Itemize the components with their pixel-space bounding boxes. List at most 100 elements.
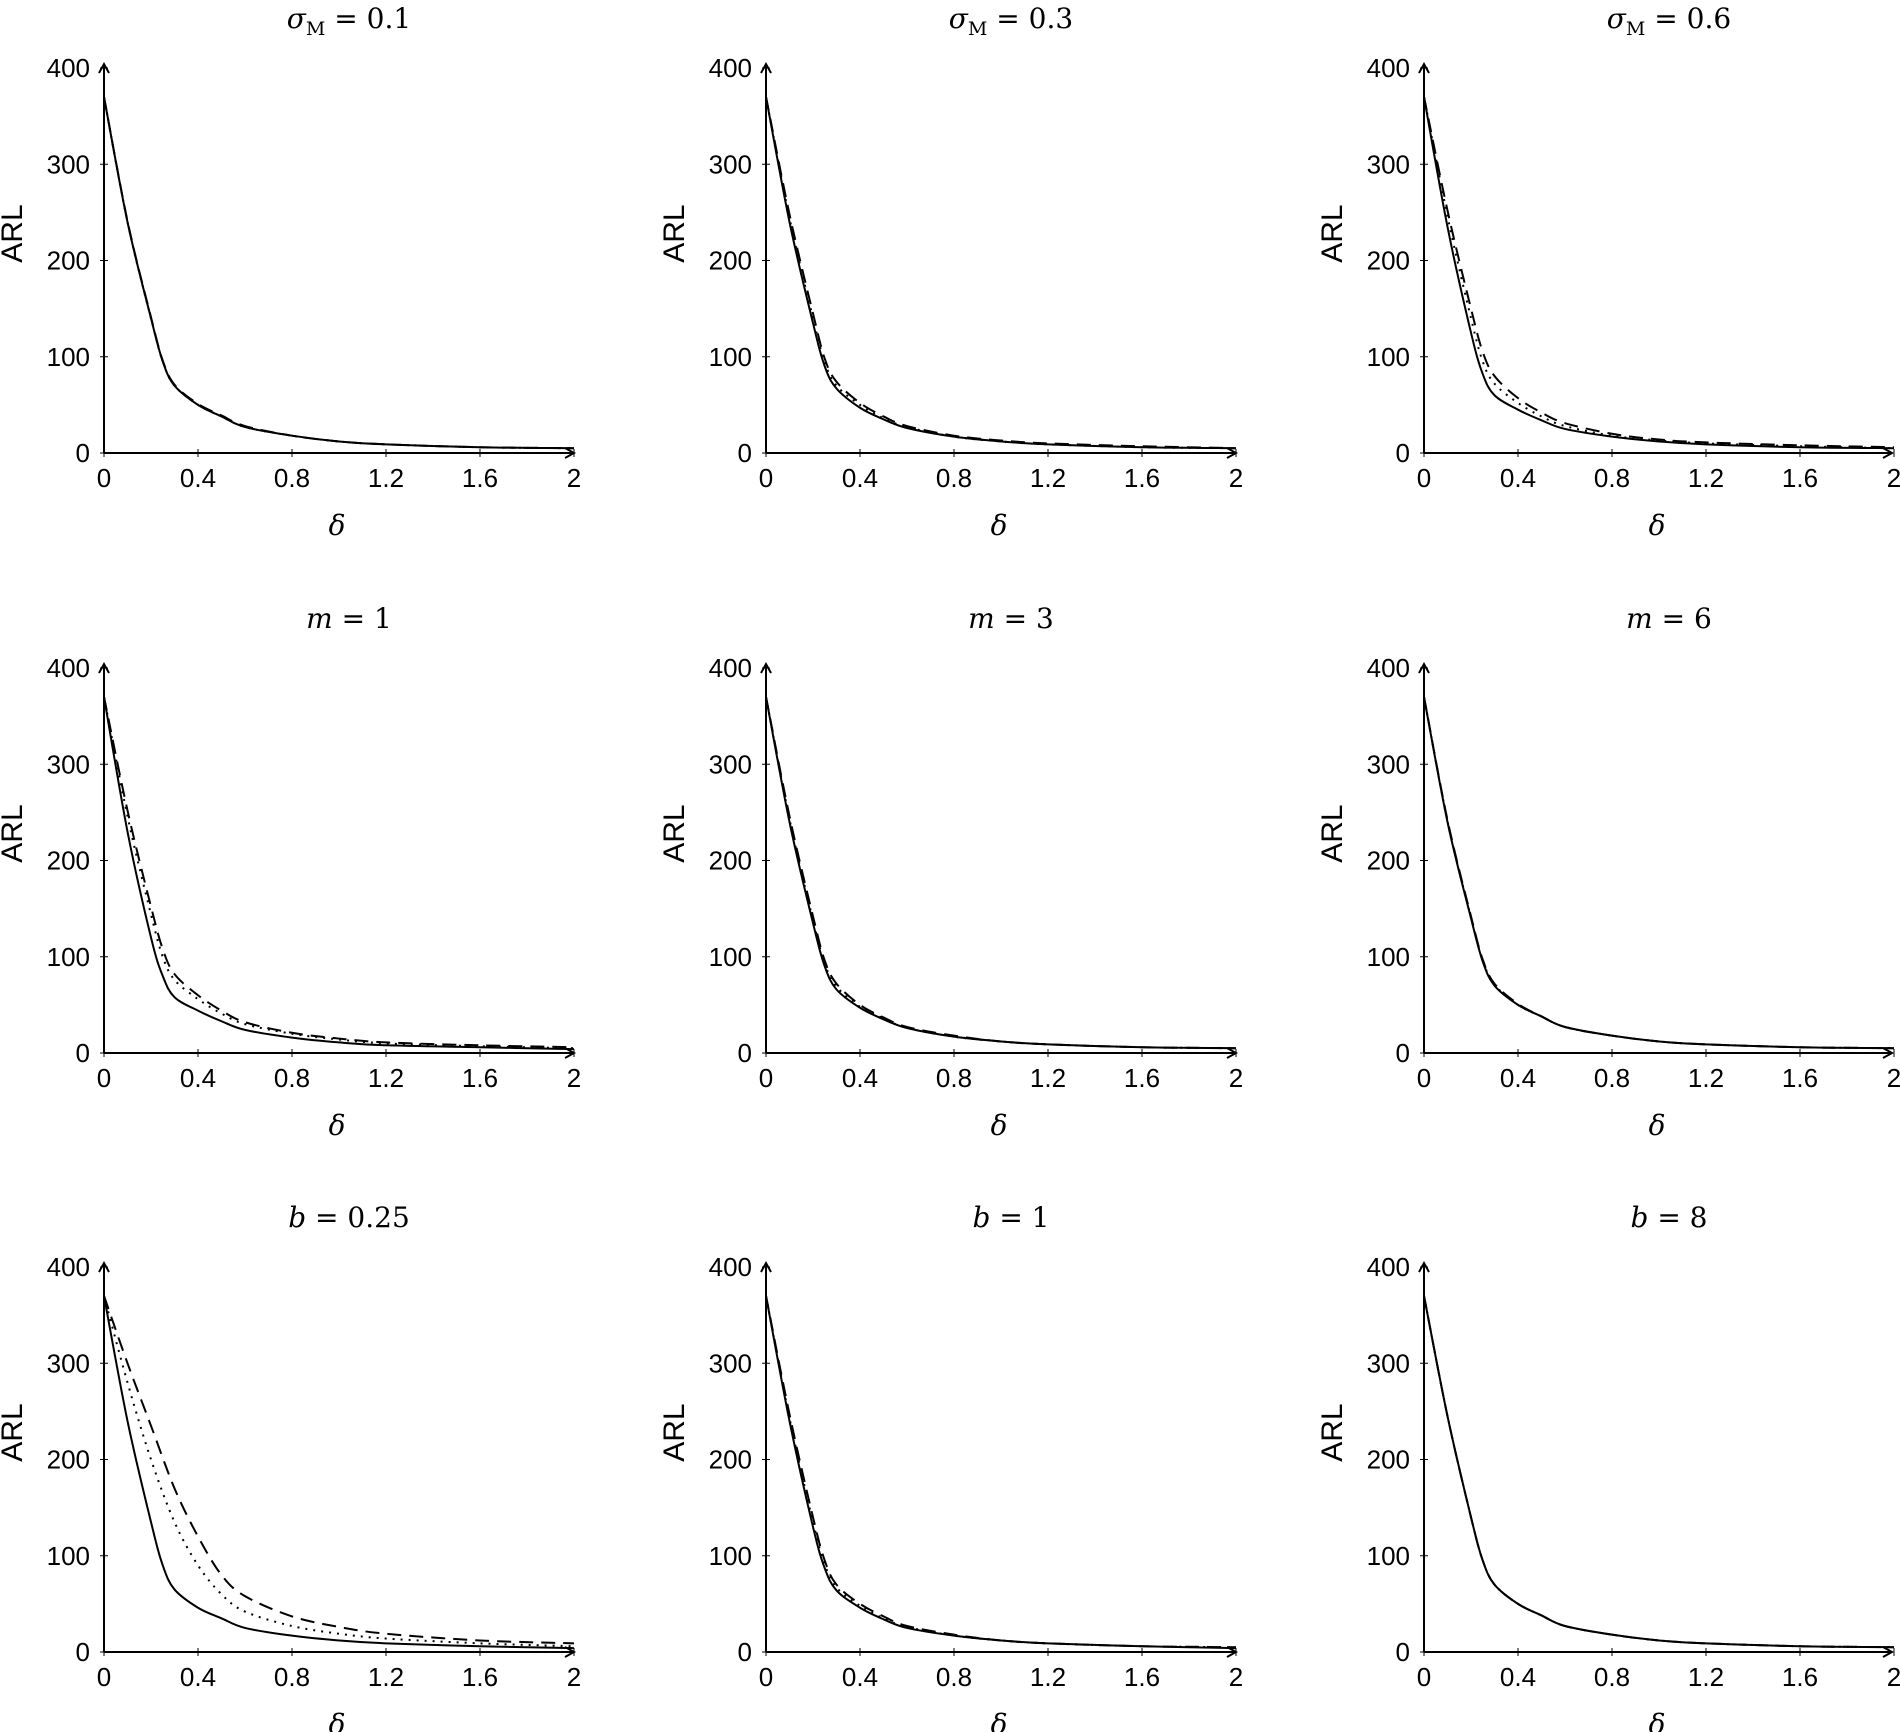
series-line-dotted: [765, 96, 1237, 450]
x-tick-label: 2: [567, 1662, 581, 1692]
y-tick-label: 400: [47, 653, 90, 683]
y-tick-label: 100: [1367, 942, 1410, 972]
y-tick-label: 400: [709, 53, 752, 83]
x-tick-label: 1.2: [368, 1662, 404, 1692]
x-tick-label: 2: [1887, 463, 1900, 493]
series-line-solid: [103, 1295, 575, 1650]
x-tick-label: 2: [567, 1063, 581, 1093]
panel-title: m = 1: [306, 602, 392, 635]
y-tick-label: 200: [709, 246, 752, 276]
y-tick-label: 300: [709, 1348, 752, 1378]
title-subscript: M: [968, 18, 987, 40]
series-line-dashed: [103, 696, 575, 1049]
y-axis-arrow-icon: [98, 61, 110, 74]
panel-4: 0 0.4 0.8 1.2 1.6 2 0 100 200 300 400 δ ARL m = 1: [0, 602, 581, 1142]
title-variable: σ: [949, 2, 969, 35]
series-line-dotted: [103, 1295, 575, 1648]
series-line-dotted: [1423, 96, 1895, 450]
x-axis-label: δ: [991, 1708, 1008, 1732]
x-tick-label: 2: [1887, 1662, 1900, 1692]
x-axis-label: δ: [991, 1109, 1008, 1142]
y-axis-label: ARL: [658, 804, 691, 862]
y-axis-label: ARL: [0, 1403, 29, 1461]
title-subscript: M: [1626, 18, 1645, 40]
x-tick-label: 2: [1229, 1662, 1243, 1692]
x-axis-label: δ: [329, 509, 346, 542]
x-tick-label: 1.6: [1782, 1063, 1818, 1093]
y-axis-label: ARL: [658, 204, 691, 262]
x-tick-label: 0: [1417, 1662, 1431, 1692]
y-axis-arrow-icon: [1418, 661, 1430, 674]
x-axis-label: δ: [329, 1708, 346, 1732]
y-axis-arrow-icon: [98, 661, 110, 674]
x-axis-label: δ: [1649, 1708, 1666, 1732]
x-axis-label: δ: [1649, 509, 1666, 542]
x-tick-label: 0: [759, 463, 773, 493]
x-tick-label: 1.2: [1688, 1063, 1724, 1093]
x-tick-label: 0.4: [1500, 1662, 1536, 1692]
series-line-solid: [103, 696, 575, 1051]
y-tick-label: 200: [47, 846, 90, 876]
y-tick-label: 200: [1367, 846, 1410, 876]
title-value: = 0.1: [325, 2, 411, 35]
x-tick-label: 1.6: [1124, 1662, 1160, 1692]
y-axis-arrow-icon: [760, 1260, 772, 1273]
series-line-solid: [103, 96, 575, 450]
y-tick-label: 100: [1367, 342, 1410, 372]
title-value: = 0.3: [987, 2, 1073, 35]
y-tick-label: 300: [1367, 749, 1410, 779]
x-tick-label: 1.6: [462, 1063, 498, 1093]
x-tick-label: 0.8: [274, 1063, 310, 1093]
x-tick-label: 0.4: [1500, 1063, 1536, 1093]
series-line-solid: [765, 1295, 1237, 1650]
title-variable: σ: [1607, 2, 1627, 35]
panel-title: σM = 0.3: [949, 2, 1073, 40]
y-tick-label: 400: [47, 53, 90, 83]
y-axis-label: ARL: [0, 204, 29, 262]
series-line-solid: [765, 696, 1237, 1050]
panel-3: 0 0.4 0.8 1.2 1.6 2 0 100 200 300 400 δ ARL σM = 0.6: [1316, 2, 1900, 542]
y-tick-label: 100: [709, 942, 752, 972]
x-tick-label: 0.8: [936, 463, 972, 493]
x-axis-arrow-icon: [1882, 1646, 1895, 1658]
y-tick-label: 300: [709, 149, 752, 179]
x-tick-label: 1.2: [368, 1063, 404, 1093]
title-subscript: M: [306, 18, 325, 40]
x-tick-label: 0: [97, 1662, 111, 1692]
x-tick-label: 0: [97, 1063, 111, 1093]
x-tick-label: 1.6: [462, 1662, 498, 1692]
series-line-dotted: [103, 96, 575, 450]
panel-6: 0 0.4 0.8 1.2 1.6 2 0 100 200 300 400 δ ARL m = 6: [1316, 602, 1900, 1142]
series-line-solid: [1423, 696, 1895, 1050]
x-tick-label: 1.2: [1688, 1662, 1724, 1692]
x-axis-arrow-icon: [1882, 1047, 1895, 1059]
panel-title: b = 1: [972, 1201, 1049, 1234]
title-variable: m: [306, 602, 333, 635]
x-axis-label: δ: [329, 1109, 346, 1142]
y-axis-label: ARL: [1316, 204, 1349, 262]
x-axis-arrow-icon: [1882, 447, 1895, 459]
series-line-dashed: [103, 1295, 575, 1645]
title-value: = 1: [990, 1201, 1049, 1234]
y-axis-label: ARL: [1316, 1403, 1349, 1461]
title-variable: σ: [287, 2, 307, 35]
y-axis-label: ARL: [0, 804, 29, 862]
y-tick-label: 400: [709, 653, 752, 683]
y-tick-label: 400: [709, 1252, 752, 1282]
x-tick-label: 0: [97, 463, 111, 493]
x-tick-label: 1.6: [1782, 463, 1818, 493]
series-line-dotted: [765, 696, 1237, 1050]
x-tick-label: 1.2: [368, 463, 404, 493]
y-axis-label: ARL: [1316, 804, 1349, 862]
x-tick-label: 0.8: [936, 1063, 972, 1093]
y-tick-label: 200: [1367, 1445, 1410, 1475]
x-tick-label: 1.6: [1124, 463, 1160, 493]
x-tick-label: 1.2: [1688, 463, 1724, 493]
y-tick-label: 0: [76, 1637, 90, 1667]
x-tick-label: 1.6: [1124, 1063, 1160, 1093]
y-tick-label: 200: [709, 1445, 752, 1475]
title-value: = 0.6: [1645, 2, 1731, 35]
x-axis-label: δ: [1649, 1109, 1666, 1142]
y-tick-label: 0: [738, 1038, 752, 1068]
series-line-dotted: [1423, 1295, 1895, 1649]
